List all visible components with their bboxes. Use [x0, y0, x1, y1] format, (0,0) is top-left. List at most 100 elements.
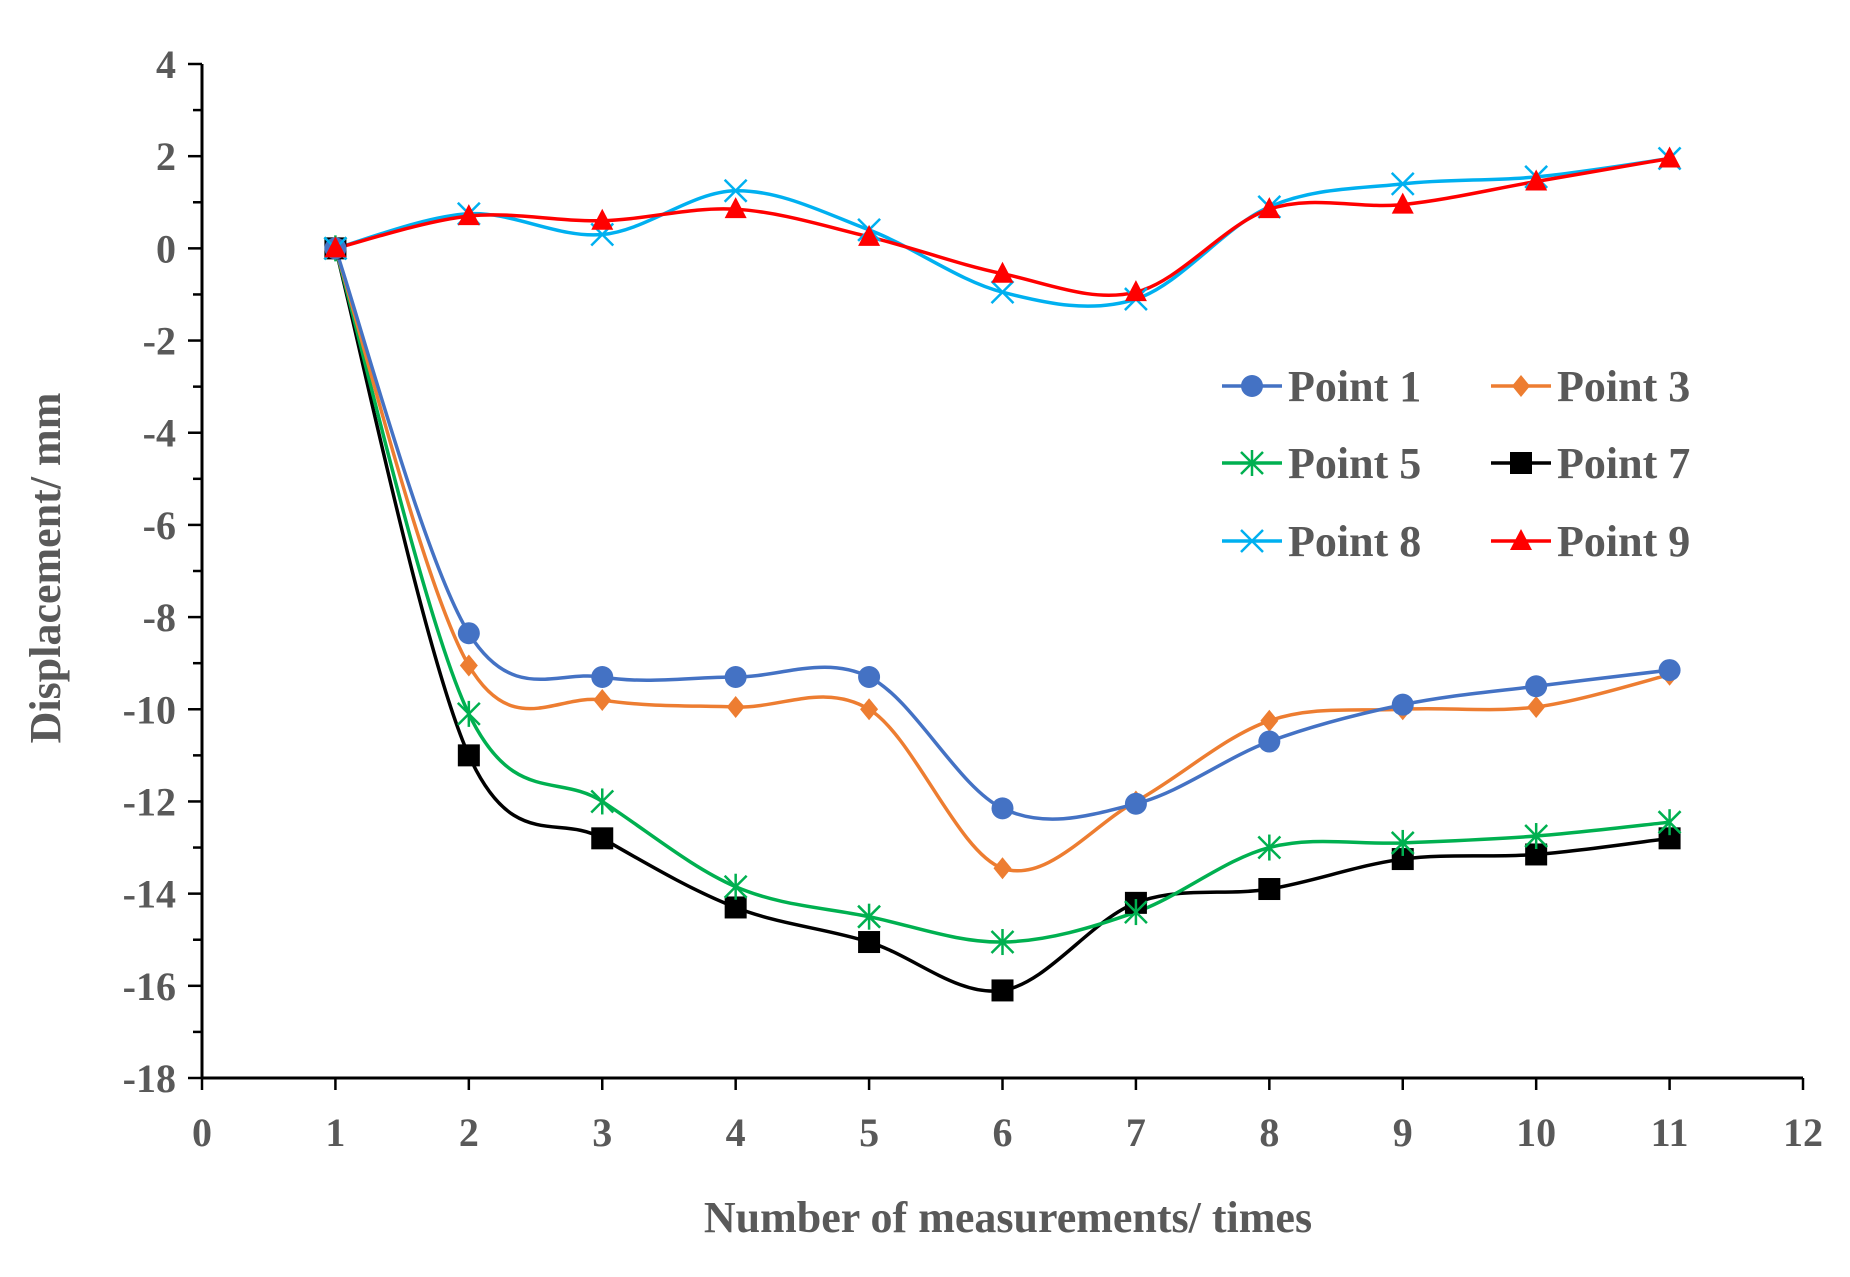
data-point-point-7 [457, 744, 480, 767]
x-tick-label: 7 [1126, 1110, 1146, 1155]
data-point-point-1 [1525, 675, 1548, 698]
data-point-point-7 [1658, 827, 1681, 850]
axes: 420-2-4-6-8-10-12-14-16-180 1 2 3 4 5 6 7 8 9 10 11… [123, 42, 1823, 1155]
series-markers [323, 146, 1682, 1002]
data-point-point-3 [593, 689, 612, 712]
series-markers-point-9 [324, 146, 1681, 302]
legend-item-point-5: Point 5 [1222, 439, 1421, 488]
data-point-point-1 [724, 666, 747, 689]
data-point-point-7 [1391, 848, 1414, 871]
x-tick-label: 1 [325, 1110, 345, 1155]
data-point-point-1 [457, 622, 480, 645]
y-tick-label: -10 [123, 687, 176, 732]
x-tick-label: 2 [459, 1110, 479, 1155]
data-point-point-1 [1258, 730, 1281, 753]
data-point-point-9 [591, 208, 614, 230]
data-point-point-1 [591, 666, 614, 689]
data-point-point-9 [858, 224, 881, 246]
legend: Point 1 Point 3 Point 5 Point 7 Point 8 Point… [1222, 362, 1690, 566]
data-point-point-5 [1124, 899, 1148, 926]
x-tick-label: 6 [993, 1110, 1013, 1155]
data-point-point-5 [456, 700, 481, 727]
legend-label: Point 5 [1288, 439, 1421, 488]
series-markers-point-5 [323, 235, 1682, 956]
series-markers-point-3 [326, 237, 1679, 880]
x-tick-label: 11 [1651, 1110, 1689, 1155]
y-tick-label: 2 [156, 134, 176, 179]
data-point-point-8 [723, 178, 748, 203]
legend-label: Point 3 [1557, 362, 1690, 411]
data-point-point-9 [1258, 197, 1281, 219]
data-point-point-1 [1391, 693, 1414, 716]
legend-label: Point 8 [1288, 517, 1421, 566]
data-point-point-3 [726, 695, 745, 718]
data-point-point-9 [991, 261, 1014, 283]
y-tick-label: -6 [143, 503, 176, 548]
x-tick-label: 9 [1393, 1110, 1413, 1155]
data-point-point-7 [591, 827, 614, 850]
data-point-point-7 [1258, 878, 1281, 901]
legend-marker [1510, 452, 1532, 474]
data-point-point-1 [1658, 659, 1681, 682]
data-point-point-5 [990, 929, 1015, 956]
y-tick-label: -16 [123, 964, 176, 1009]
legend-marker [1240, 450, 1264, 476]
data-point-point-1 [991, 797, 1014, 820]
data-point-point-3 [993, 857, 1012, 880]
data-point-point-8 [1390, 171, 1415, 196]
legend-marker [1510, 529, 1532, 550]
x-tick-label: 3 [592, 1110, 612, 1155]
legend-item-point-9: Point 9 [1491, 517, 1690, 566]
legend-marker [1240, 529, 1264, 553]
data-point-point-5 [1257, 834, 1282, 861]
data-point-point-7 [991, 979, 1014, 1002]
data-point-point-1 [858, 666, 881, 689]
x-tick-label: 0 [192, 1110, 212, 1155]
y-tick-label: -14 [123, 872, 176, 917]
data-point-point-9 [1658, 146, 1681, 168]
data-point-point-5 [1524, 823, 1549, 850]
x-tick-label: 10 [1516, 1110, 1556, 1155]
series-markers-point-7 [324, 237, 1681, 1002]
data-point-point-5 [723, 873, 748, 900]
data-point-point-3 [860, 698, 879, 721]
series-line-point-3 [333, 247, 1670, 873]
x-axis-title: Number of measurements/ times [704, 1193, 1312, 1242]
data-point-point-5 [857, 903, 881, 930]
legend-label: Point 9 [1557, 517, 1690, 566]
series-line-point-7 [333, 247, 1670, 993]
y-axis-title: Displacement/ mm [21, 393, 70, 744]
series-markers-point-8 [323, 146, 1682, 311]
data-point-point-9 [324, 236, 347, 258]
y-tick-label: -18 [123, 1056, 176, 1101]
data-point-point-9 [724, 197, 747, 219]
x-tick-label: 12 [1783, 1110, 1823, 1155]
data-point-point-5 [1657, 809, 1682, 836]
data-point-point-9 [1525, 169, 1548, 191]
data-point-point-7 [724, 896, 747, 919]
legend-item-point-3: Point 3 [1491, 362, 1690, 411]
y-tick-label: 4 [156, 42, 176, 87]
series-line-point-1 [333, 247, 1670, 821]
data-point-point-3 [459, 654, 478, 677]
legend-item-point-1: Point 1 [1222, 362, 1421, 411]
y-tick-label: -12 [123, 779, 176, 824]
data-point-point-9 [1391, 192, 1414, 214]
legend-item-point-7: Point 7 [1491, 439, 1690, 488]
data-point-point-7 [858, 931, 881, 954]
legend-label: Point 7 [1557, 439, 1690, 488]
y-tick-label: 0 [156, 226, 176, 271]
data-point-point-8 [990, 280, 1015, 305]
y-tick-label: -2 [143, 319, 176, 364]
data-point-point-3 [1527, 695, 1546, 718]
series-line-point-8 [334, 156, 1670, 308]
x-tick-label: 8 [1259, 1110, 1279, 1155]
legend-item-point-8: Point 8 [1222, 517, 1421, 566]
y-tick-label: -8 [143, 595, 176, 640]
data-point-point-1 [1124, 792, 1147, 815]
data-point-point-5 [1390, 829, 1415, 856]
legend-marker [1512, 375, 1530, 397]
data-point-point-3 [1260, 709, 1279, 732]
data-point-point-9 [457, 204, 480, 226]
